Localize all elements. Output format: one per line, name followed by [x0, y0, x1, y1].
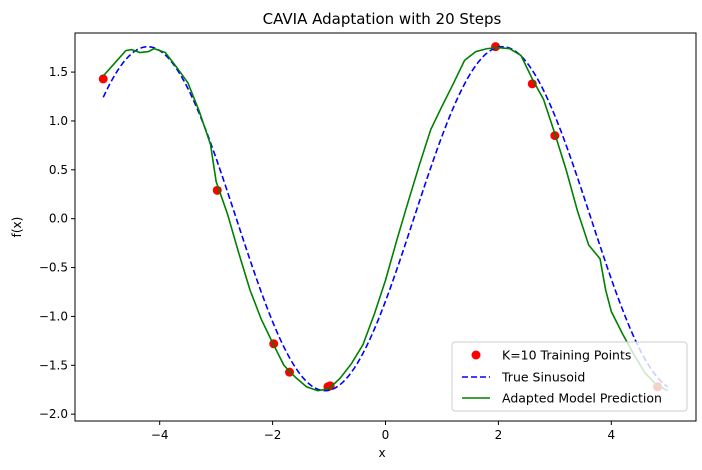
y-tick-label: 0.0 — [49, 212, 68, 226]
y-tick-label: −1.5 — [39, 358, 68, 372]
y-tick-label: 1.5 — [49, 65, 68, 79]
y-axis: −2.0 −1.5 −1.0 −0.5 0.0 0.5 1.0 1.5 — [39, 65, 75, 421]
y-axis-label: f(x) — [10, 217, 24, 238]
adapted-prediction-line — [102, 46, 669, 392]
x-tick-label: −2 — [264, 428, 282, 442]
legend-marker-training-points — [471, 350, 481, 360]
x-axis: −4 −2 0 2 4 — [151, 421, 615, 442]
legend-box — [451, 341, 688, 412]
y-tick-label: 1.0 — [49, 114, 68, 128]
x-tick-label: 2 — [495, 428, 503, 442]
x-tick-label: 0 — [382, 428, 390, 442]
training-point — [325, 381, 335, 391]
y-tick-label: −0.5 — [39, 261, 68, 275]
x-axis-label: x — [378, 446, 385, 460]
series-layer — [98, 42, 669, 392]
chart-title: CAVIA Adaptation with 20 Steps — [263, 10, 502, 28]
true-sinusoid-line — [102, 45, 669, 392]
y-tick-label: 0.5 — [49, 163, 68, 177]
legend-label: K=10 Training Points — [502, 348, 631, 363]
x-tick-label: 4 — [607, 428, 615, 442]
legend: K=10 Training Points True Sinusoid Adapted… — [451, 341, 688, 412]
legend-label: Adapted Model Prediction — [502, 391, 662, 406]
training-point — [98, 74, 108, 84]
y-tick-label: −1.0 — [39, 309, 68, 323]
x-tick-label: −4 — [151, 428, 169, 442]
legend-label: True Sinusoid — [501, 370, 585, 385]
y-tick-label: −2.0 — [39, 407, 68, 421]
